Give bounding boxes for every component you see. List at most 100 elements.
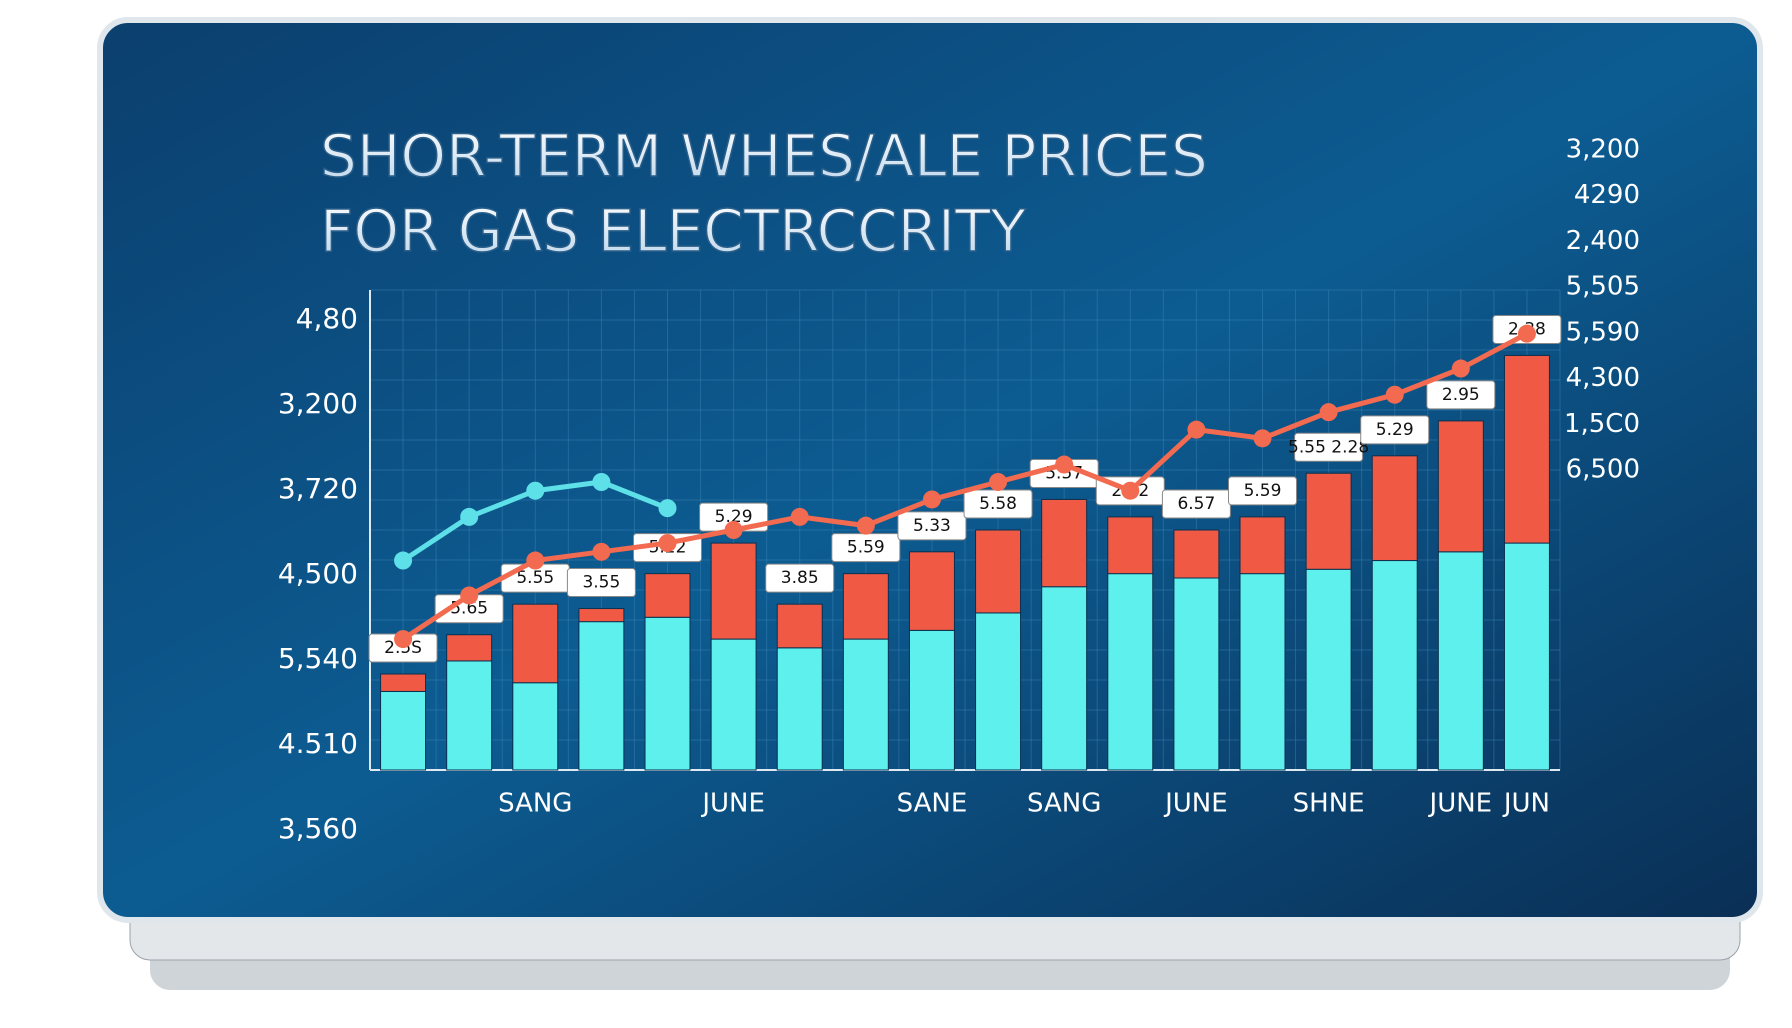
bar-segment <box>1371 560 1418 771</box>
bar-segment <box>446 660 493 771</box>
y-axis-label: 3,200 <box>278 387 358 420</box>
y2-axis-label: 5,590 <box>1566 317 1640 347</box>
line-point <box>1517 324 1536 343</box>
line-point <box>856 516 875 535</box>
data-label: 5.33 <box>913 516 951 536</box>
line-point <box>460 507 479 526</box>
bar-segment <box>1107 516 1154 575</box>
x-tick-label: SANG <box>498 789 572 819</box>
y2-axis-label: 2,400 <box>1566 226 1640 256</box>
data-label: 5.59 <box>1244 481 1282 501</box>
line-point <box>790 507 809 526</box>
bar-segment <box>1503 542 1550 771</box>
bar-segment <box>975 612 1022 771</box>
bar-segment <box>446 634 493 662</box>
line-point <box>1187 420 1206 439</box>
line-point <box>989 473 1008 491</box>
bar-segment <box>1173 529 1220 579</box>
chart-title: SHOR-TERM WHES/ALE PRICES <box>320 122 1208 190</box>
line-point <box>526 481 545 500</box>
x-tick-label: JUN <box>1502 789 1550 819</box>
bar-segment <box>1173 577 1220 771</box>
y2-axis-label: 6,500 <box>1566 455 1640 485</box>
data-label-box <box>1360 415 1430 445</box>
line-point <box>460 586 479 605</box>
bar-segment <box>1041 586 1088 771</box>
chart-subtitle: FOR GAS ELECTRCCRITY <box>320 197 1026 265</box>
line-point <box>658 499 677 518</box>
bar-segment <box>512 603 559 684</box>
bar-segment <box>1239 516 1286 575</box>
line <box>401 331 1529 642</box>
bar-segment <box>380 690 427 771</box>
bar-segment <box>842 573 889 640</box>
x-tick-label: SHNE <box>1293 789 1365 819</box>
x-tick-label: JUNE <box>700 789 765 819</box>
x-tick-label: JUNE <box>1163 789 1228 819</box>
bar-segment <box>975 529 1022 614</box>
data-label: 3.85 <box>781 568 819 588</box>
data-label: 3.55 <box>582 573 620 593</box>
line-point <box>1121 481 1140 500</box>
y2-axis-label: 4,300 <box>1566 363 1640 393</box>
bar-segment <box>776 603 823 649</box>
y-axis-label: 3,720 <box>278 472 358 505</box>
line-point <box>526 551 545 570</box>
bar-segment <box>710 542 757 640</box>
data-label: 5.55 <box>516 568 554 588</box>
x-tick-label: JUNE <box>1428 789 1493 819</box>
line-point <box>724 521 743 539</box>
bar-segment <box>908 629 955 771</box>
bar-segment <box>1305 568 1352 771</box>
data-label: 5.58 <box>979 494 1017 514</box>
bar-segment <box>578 621 625 771</box>
plot: 4,80 3,200 3,720 4,500 5,540 4.510 3,560 3,200 4… <box>278 135 1640 846</box>
line-point <box>1385 385 1404 404</box>
data-label: 6.57 <box>1177 494 1215 514</box>
line-point <box>658 534 677 553</box>
y2-axis-label: 3,200 <box>1566 135 1640 165</box>
data-label: 5.59 <box>847 538 885 558</box>
bar-segment <box>380 673 427 692</box>
data-label-box <box>897 511 967 541</box>
bar-segment <box>644 573 691 618</box>
bar-segment <box>644 616 691 771</box>
bar-segment <box>1371 455 1418 562</box>
y2-axis-label: 1,5C0 <box>1564 409 1640 439</box>
y-axis-label: 4.510 <box>278 727 358 760</box>
bar-segment <box>1437 420 1484 553</box>
data-label-box <box>566 568 636 598</box>
data-label-box <box>1294 432 1364 462</box>
data-label: 5.29 <box>715 507 753 527</box>
bar-segment <box>776 647 823 771</box>
data-label-box <box>1228 476 1297 506</box>
bar-segment <box>842 638 889 771</box>
line-point <box>1319 403 1338 422</box>
data-label-box <box>1426 380 1496 410</box>
bar-segment <box>512 682 559 771</box>
bar-segment <box>1107 573 1154 771</box>
line-point <box>922 490 941 509</box>
bar-segment <box>1437 551 1484 771</box>
y-axis-label: 5,540 <box>278 642 358 675</box>
y-axis-label: 3,560 <box>278 812 358 845</box>
bar-segment <box>710 638 757 771</box>
data-label: 2.95 <box>1442 385 1480 405</box>
data-label: 5.55 2.28 <box>1288 437 1369 457</box>
bar-segment <box>1041 498 1088 588</box>
bar-segment <box>1239 573 1286 771</box>
line-point <box>1055 455 1074 474</box>
line-point <box>1253 429 1272 448</box>
data-label-box <box>765 563 835 593</box>
line-point <box>592 542 611 561</box>
line-point <box>1451 359 1470 378</box>
line-point <box>394 551 413 570</box>
bar-segment <box>578 608 625 623</box>
line-point <box>394 630 413 649</box>
line-point <box>592 473 611 491</box>
bar-segment <box>908 551 955 631</box>
x-tick-label: SANG <box>1027 789 1101 819</box>
x-tick-label: SANE <box>897 789 968 819</box>
